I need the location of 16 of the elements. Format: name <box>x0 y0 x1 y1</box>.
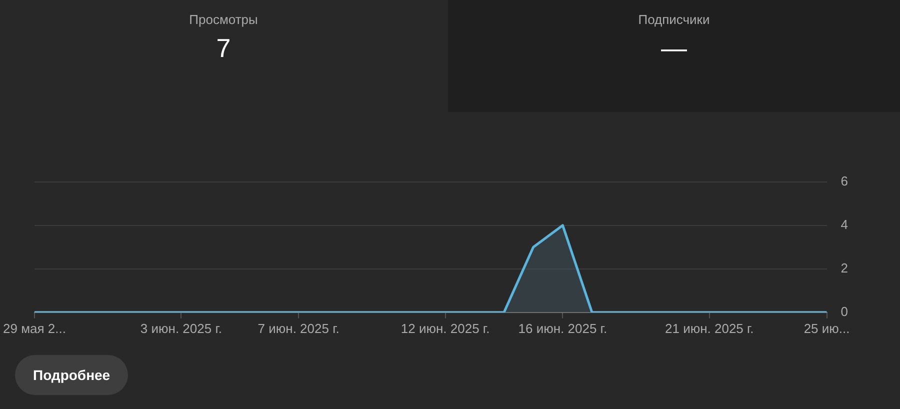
text: 7 <box>215 33 232 64</box>
x-tick-label: 7 июн. 2025 г. <box>258 320 340 336</box>
text: Просмотры <box>188 12 259 27</box>
x-tick-label: 25 ию... <box>804 320 850 336</box>
y-tick-label: 0 <box>840 304 848 319</box>
y-tick-label: 6 <box>840 173 848 188</box>
x-tick-label: 16 июн. 2025 г. <box>518 320 608 336</box>
x-tick-label: 3 июн. 2025 г. <box>140 320 222 336</box>
text: Подробнее <box>15 355 128 395</box>
y-tick-label: 2 <box>840 260 848 276</box>
text: Подписчики <box>637 12 711 27</box>
x-tick-label: 12 июн. 2025 г. <box>400 320 490 336</box>
text: — <box>660 33 688 64</box>
x-tick-label: 29 мая 2... <box>2 320 66 336</box>
y-tick-label: 4 <box>840 216 848 232</box>
x-tick-label: 21 июн. 2025 г. <box>664 320 754 336</box>
